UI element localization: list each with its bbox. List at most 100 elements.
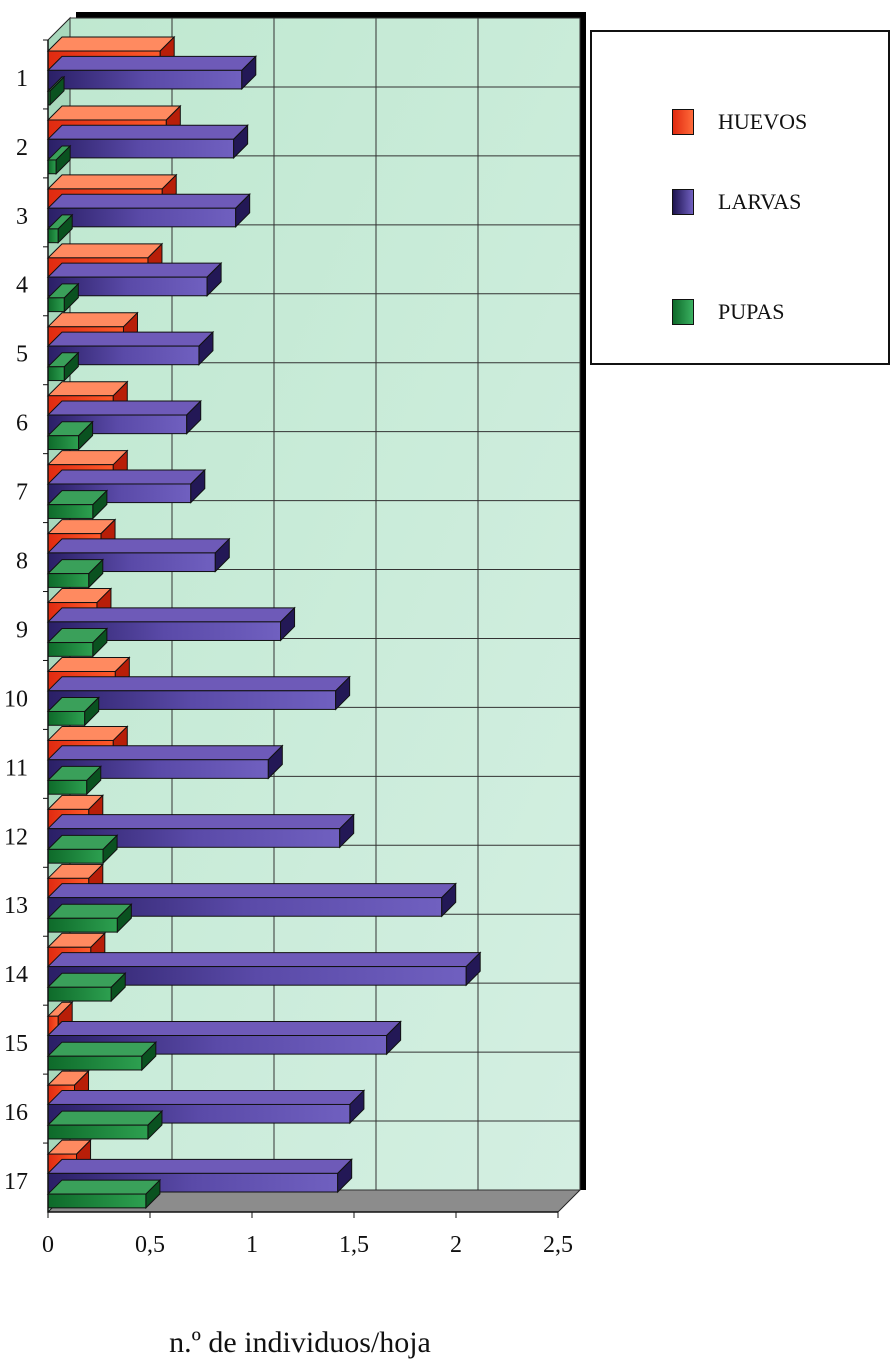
- legend-swatch-pupas: [672, 299, 694, 325]
- bar-pupas: [47, 228, 59, 244]
- bar-top-larvas: [46, 952, 482, 968]
- bar-top-pupas: [46, 1041, 158, 1057]
- bar-top-huevos: [46, 174, 178, 190]
- bar-top-larvas: [46, 469, 207, 485]
- x-tick-label: 2,5: [543, 1232, 573, 1258]
- bar-top-huevos: [46, 105, 182, 121]
- x-axis-title: n.º de individuos/hoja: [169, 1326, 431, 1359]
- x-tick-label: 2: [450, 1232, 462, 1258]
- bar-top-pupas: [46, 1179, 162, 1195]
- bar-end-pupas: [57, 213, 73, 244]
- x-tick-label: 1,5: [339, 1232, 369, 1258]
- bar-pupas: [47, 573, 90, 588]
- x-tick-label: 1: [246, 1232, 258, 1258]
- legend-item-larvas: LARVAS: [672, 187, 801, 217]
- y-tick-label: 17: [4, 1169, 28, 1195]
- bar-top-huevos: [46, 243, 164, 259]
- bar-pupas: [47, 159, 57, 175]
- y-tick-label: 2: [16, 135, 28, 161]
- bar-end-pupas: [49, 75, 65, 107]
- bar-end-pupas: [55, 144, 71, 175]
- bar-top-larvas: [46, 1089, 366, 1105]
- bar-end-larvas: [206, 261, 222, 297]
- bar-end-pupas: [141, 1040, 157, 1072]
- bar-end-larvas: [441, 882, 457, 918]
- bar-pupas: [47, 779, 88, 795]
- bar-top-larvas: [46, 193, 251, 209]
- bar-end-larvas: [337, 1158, 353, 1194]
- legend: HUEVOS LARVAS PUPAS: [590, 30, 890, 365]
- bar-top-larvas: [46, 400, 202, 416]
- y-tick-label: 6: [16, 411, 28, 437]
- bar-top-larvas: [46, 538, 231, 554]
- bar-larvas: [47, 69, 243, 90]
- bar-end-pupas: [63, 282, 79, 313]
- bar-end-larvas: [190, 468, 206, 504]
- bar-pupas: [47, 1193, 147, 1209]
- bar-end-pupas: [86, 765, 102, 796]
- bar-top-larvas: [46, 883, 457, 899]
- y-tick-label: 9: [16, 617, 28, 643]
- bar-larvas: [47, 138, 235, 159]
- legend-item-pupas: PUPAS: [672, 297, 784, 327]
- bar-end-larvas: [186, 399, 202, 435]
- bar-end-larvas: [465, 951, 481, 987]
- bar-end-pupas: [88, 558, 104, 589]
- bar-end-pupas: [145, 1178, 161, 1210]
- bar-end-pupas: [84, 696, 100, 727]
- bar-end-larvas: [280, 606, 296, 642]
- y-tick-label: 3: [16, 204, 28, 230]
- bar-larvas: [47, 207, 237, 228]
- y-tick-label: 16: [4, 1100, 28, 1126]
- y-tick-label: 8: [16, 549, 28, 575]
- bar-pupas: [47, 986, 112, 1002]
- bar-end-pupas: [78, 420, 94, 451]
- bar-top-huevos: [46, 36, 176, 52]
- bar-end-larvas: [235, 193, 251, 229]
- bar-end-pupas: [102, 834, 118, 865]
- bar-top-larvas: [46, 1021, 402, 1037]
- bar-top-larvas: [46, 331, 215, 347]
- bar-end-pupas: [63, 351, 79, 382]
- bar-top-larvas: [46, 262, 223, 278]
- bar-end-larvas: [233, 124, 249, 160]
- bar-top-larvas: [46, 814, 355, 830]
- bar-top-larvas: [46, 607, 296, 623]
- bar-pupas: [47, 710, 86, 726]
- bar-pupas: [47, 848, 104, 864]
- bar-top-larvas: [46, 676, 351, 692]
- y-tick-label: 7: [16, 480, 28, 506]
- bar-top-larvas: [46, 124, 249, 140]
- bar-end-larvas: [214, 537, 230, 573]
- legend-swatch-larvas: [672, 189, 694, 215]
- bar-end-larvas: [335, 675, 351, 711]
- y-tick-label: 1: [16, 66, 28, 92]
- legend-label-huevos: HUEVOS: [718, 109, 808, 134]
- bar-end-larvas: [198, 330, 214, 366]
- bar-end-pupas: [92, 627, 108, 658]
- bar-pupas: [47, 1055, 143, 1071]
- y-tick-label: 12: [4, 824, 28, 850]
- y-tick-label: 11: [5, 755, 28, 781]
- bar-pupas: [47, 917, 118, 933]
- y-tick-label: 10: [4, 686, 28, 712]
- bar-top-larvas: [46, 745, 284, 761]
- y-tick-label: 13: [4, 893, 28, 919]
- bar-end-larvas: [349, 1089, 365, 1125]
- x-tick-label: 0,5: [135, 1232, 165, 1258]
- bar-top-larvas: [46, 55, 258, 71]
- bar-top-huevos: [46, 312, 139, 328]
- bar-pupas: [47, 1124, 149, 1140]
- bar-end-pupas: [147, 1109, 163, 1141]
- y-tick-label: 15: [4, 1031, 28, 1057]
- bar-end-pupas: [92, 489, 108, 520]
- bar-end-larvas: [339, 813, 355, 849]
- bar-pupas: [47, 642, 94, 657]
- bar-end-larvas: [267, 744, 283, 780]
- bar-pupas: [47, 504, 94, 519]
- legend-swatch-huevos: [672, 109, 694, 135]
- y-tick-label: 4: [16, 273, 28, 299]
- bar-pupas: [47, 435, 80, 451]
- bar-end-pupas: [116, 903, 132, 934]
- y-tick-label: 14: [4, 962, 28, 988]
